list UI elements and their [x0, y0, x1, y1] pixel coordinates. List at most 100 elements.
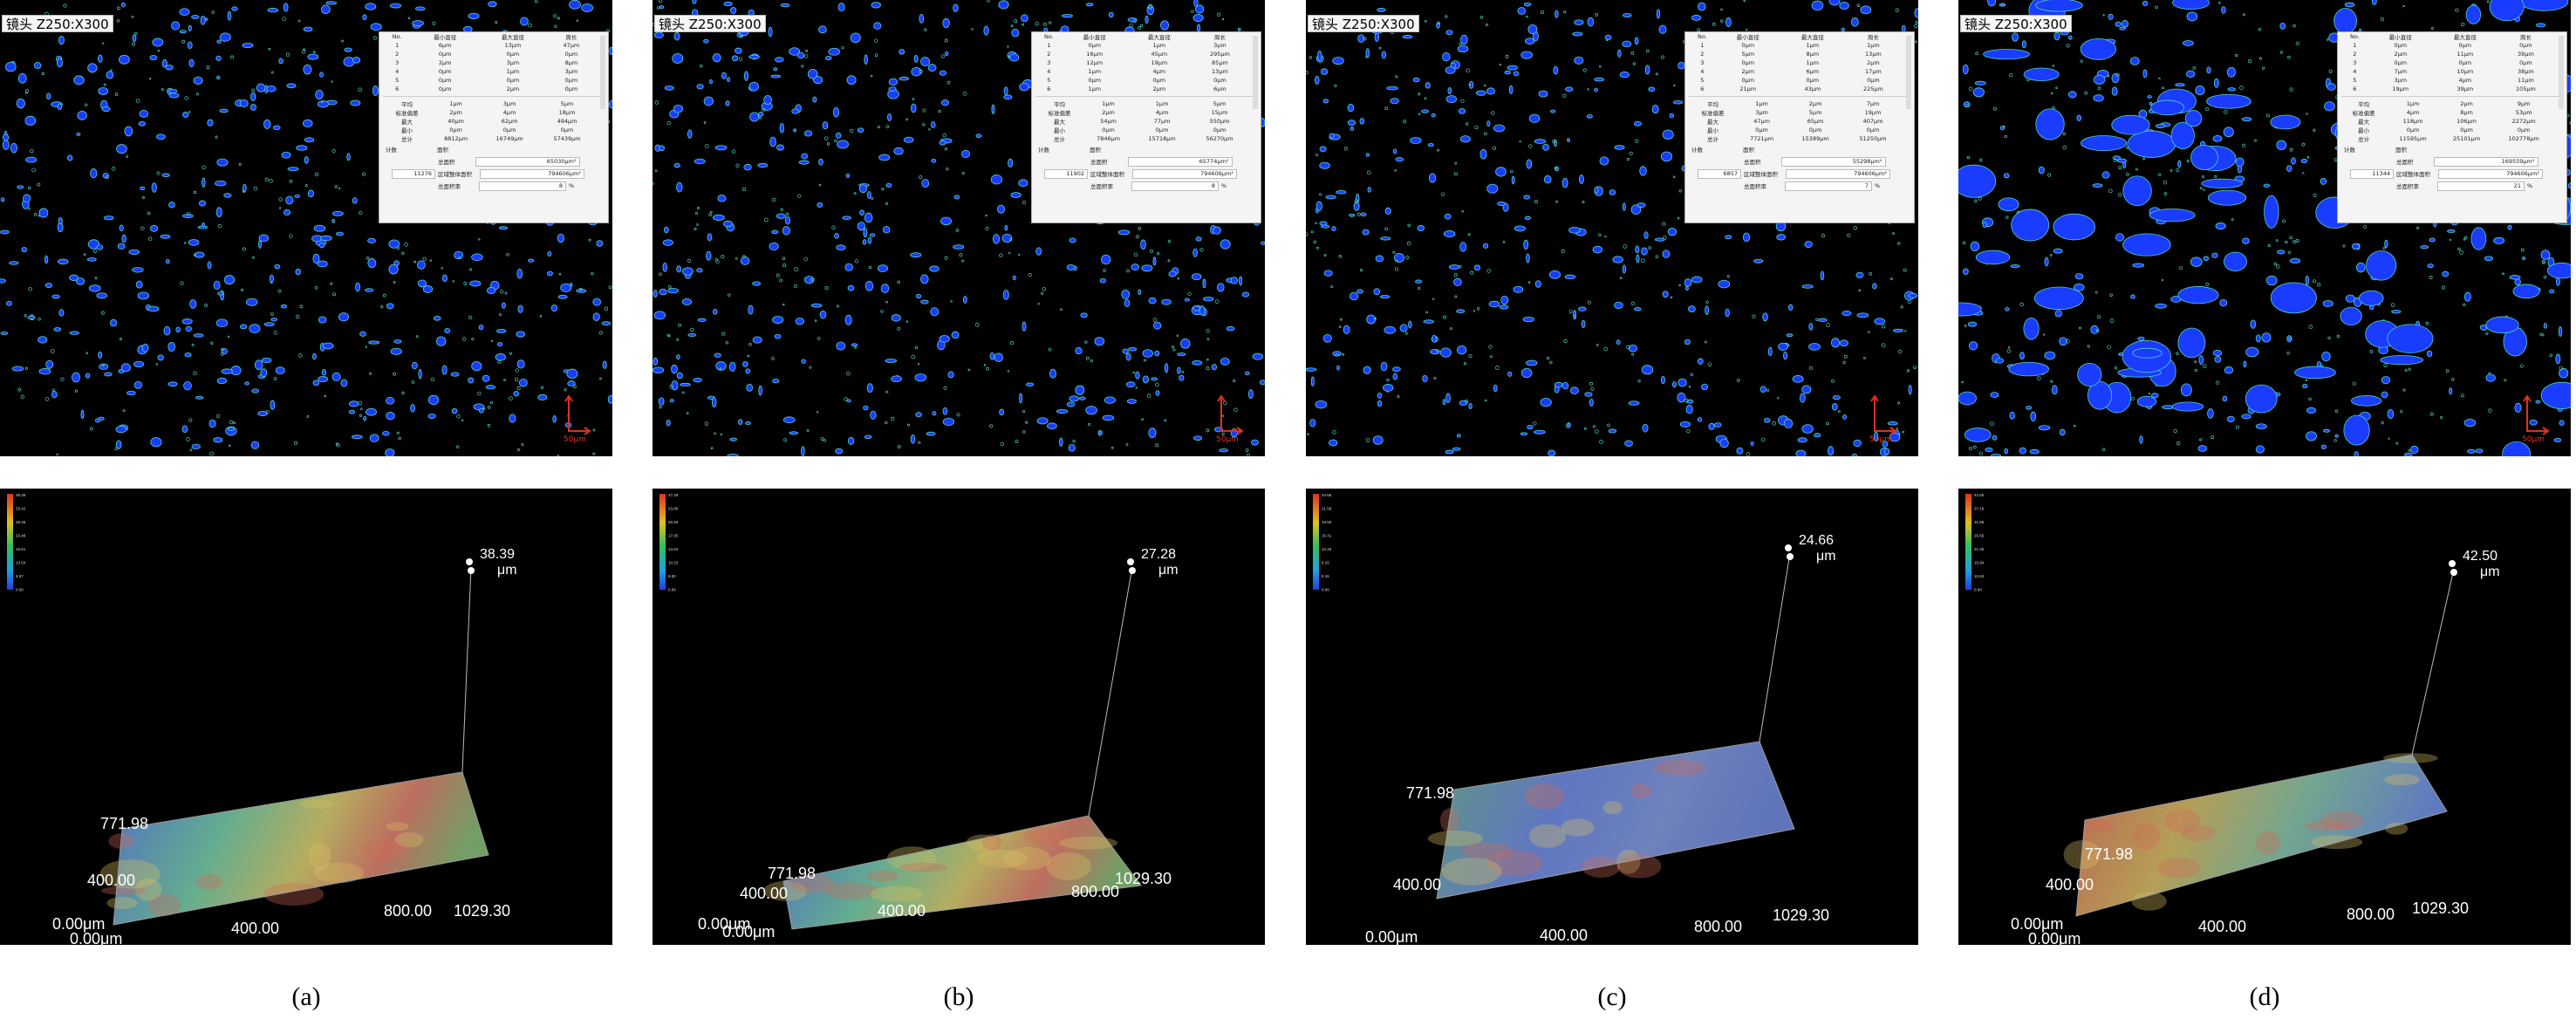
pore-blob [167, 381, 178, 387]
scrollbar[interactable] [1253, 36, 1258, 109]
pore-edge [304, 184, 308, 188]
pore-edge [2289, 147, 2293, 152]
count-label: 计数 [1038, 147, 1049, 154]
region-label: 区域整体面积 [1744, 171, 1778, 178]
pore-blob [482, 374, 490, 382]
pore-blob [1641, 365, 1654, 375]
scrollbar[interactable] [600, 36, 605, 109]
pore-blob [1366, 314, 1377, 325]
pore-blob [478, 324, 484, 331]
origin-y-label: 0.00μm [2011, 915, 2063, 933]
pore-blob [676, 265, 682, 273]
pore-edge [298, 353, 303, 358]
pore-blob [659, 288, 667, 296]
pore-blob [602, 360, 607, 369]
pore-edge [233, 421, 236, 425]
region-area-field: 794606μm² [2438, 168, 2543, 179]
pore-blob [2195, 85, 2205, 96]
pore-blob [147, 305, 160, 312]
pore-edge [458, 256, 461, 259]
surface-patch [2180, 824, 2216, 842]
pore-blob [23, 194, 31, 203]
pore-edge [1363, 37, 1367, 41]
scrollbar[interactable] [1906, 36, 1911, 109]
pore-blob [2255, 445, 2265, 454]
pore-blob [2184, 110, 2203, 127]
pore-edge [1867, 331, 1870, 334]
pore-edge [2425, 321, 2429, 325]
pore-blob [1306, 367, 1317, 372]
pore-blob [1883, 448, 1890, 455]
pore-edge [715, 260, 720, 264]
pore-blob [382, 430, 390, 436]
pore-edge [1549, 360, 1553, 365]
pore-blob [96, 244, 104, 250]
pore-edge [809, 366, 812, 369]
pore-edge [881, 188, 885, 191]
pore-blob [1677, 392, 1686, 403]
pore-blob [1180, 338, 1191, 349]
pore-edge [2101, 448, 2106, 451]
pore-blob [2306, 431, 2317, 441]
micrograph-panel-b: 镜头 Z250:X300 No. 最小直径 最大直径 周长 1 0μm 1μm 3μm 2 16μ… [653, 0, 1265, 456]
pore-edge [116, 19, 120, 23]
pore-blob [2077, 362, 2102, 386]
pore-edge [1042, 22, 1047, 26]
pore-blob [662, 263, 667, 272]
pore-blob [2270, 282, 2317, 314]
pore-blob [817, 202, 823, 209]
pore-blob [1395, 157, 1404, 162]
pore-edge [1895, 8, 1900, 13]
pore-edge [1172, 348, 1176, 352]
pore-blob [365, 288, 374, 292]
pore-blob [1408, 320, 1412, 329]
pore-edge [897, 445, 901, 448]
pore-blob [1252, 352, 1263, 360]
pore-edge [2504, 379, 2507, 382]
pore-edge [2126, 173, 2129, 176]
pore-edge [1206, 428, 1210, 433]
pore-blob [707, 233, 713, 242]
pore-blob [1195, 4, 1205, 14]
pore-edge [592, 428, 596, 432]
pore-blob [1808, 343, 1821, 351]
surface-patch [2383, 774, 2421, 786]
pore-blob [471, 253, 483, 262]
pore-blob [2369, 304, 2374, 311]
pore-blob [748, 81, 759, 92]
pore-edge [1662, 222, 1666, 226]
pore-blob [1660, 375, 1665, 385]
scrollbar[interactable] [2559, 36, 2564, 109]
pore-edge [396, 246, 400, 250]
pore-edge [738, 57, 743, 61]
pore-blob [2555, 353, 2561, 365]
pore-blob [150, 224, 159, 232]
pore-blob [1573, 310, 1577, 320]
pore-blob [801, 359, 806, 364]
pore-blob [1261, 241, 1265, 245]
pore-edge [1892, 232, 1895, 235]
pore-edge [928, 128, 931, 131]
pore-blob [441, 365, 448, 375]
pore-edge [422, 256, 427, 261]
surface-patch [300, 799, 333, 810]
pore-edge [1915, 21, 1918, 24]
pore-edge [193, 371, 197, 375]
pore-blob [2355, 262, 2366, 273]
pore-edge [1688, 386, 1691, 388]
pore-blob [281, 151, 291, 159]
pore-edge [1315, 154, 1318, 157]
pore-blob [713, 309, 718, 315]
pore-blob [363, 415, 367, 421]
pore-edge [1443, 315, 1446, 319]
pore-edge [1103, 269, 1106, 272]
pore-blob [1390, 98, 1399, 105]
pore-edge [831, 225, 836, 230]
pore-edge [2287, 55, 2291, 59]
pore-edge [1335, 352, 1339, 357]
pore-blob [1684, 339, 1691, 345]
pore-blob [87, 63, 98, 73]
pore-blob [2, 140, 10, 150]
pore-edge [2002, 125, 2005, 128]
pore-edge [2062, 132, 2067, 136]
